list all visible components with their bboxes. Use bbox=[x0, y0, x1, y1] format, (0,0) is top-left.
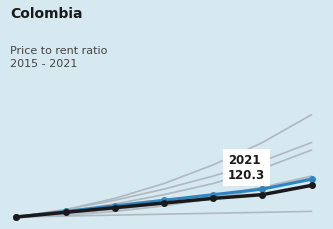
Text: 2021
120.3: 2021 120.3 bbox=[228, 154, 265, 182]
Text: Colombia: Colombia bbox=[10, 7, 83, 21]
Text: Price to rent ratio
2015 - 2021: Price to rent ratio 2015 - 2021 bbox=[10, 46, 107, 69]
